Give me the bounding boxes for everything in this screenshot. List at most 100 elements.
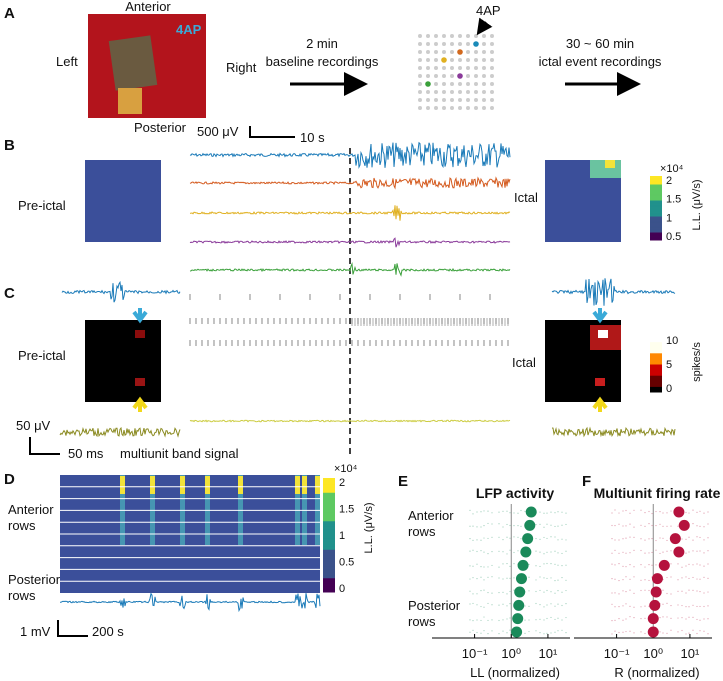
cbar-cell <box>650 217 662 220</box>
cbar-cell <box>650 182 662 185</box>
cbar-cell <box>650 389 662 392</box>
electrode <box>450 50 454 54</box>
x-tick-label: 10¹ <box>681 646 700 661</box>
sample <box>476 550 478 553</box>
sample <box>685 538 687 540</box>
sample <box>565 512 567 514</box>
sample <box>480 619 482 622</box>
row-label: rows <box>8 518 36 533</box>
sample <box>692 539 694 541</box>
trace <box>551 426 676 438</box>
sample <box>509 565 511 567</box>
cbar-cell <box>650 366 662 369</box>
electrode <box>418 82 422 86</box>
cbar-cell <box>650 350 662 352</box>
sample <box>480 605 482 608</box>
sample <box>622 590 624 592</box>
sample <box>629 536 631 538</box>
sample <box>543 619 545 621</box>
sample <box>692 589 694 591</box>
cbar-cell <box>650 198 662 201</box>
sample <box>633 576 635 578</box>
sample <box>480 576 482 578</box>
event <box>205 476 210 494</box>
cbar-tick: 0 <box>666 383 672 395</box>
cbar-cell <box>650 236 662 239</box>
sample <box>539 589 541 592</box>
sample <box>670 525 672 527</box>
sample <box>528 619 530 621</box>
sample <box>498 536 500 538</box>
cbar-cell <box>650 375 662 378</box>
electrode <box>466 66 470 70</box>
sample <box>565 616 567 619</box>
sample <box>550 591 552 593</box>
cbar-cell <box>323 517 335 522</box>
sample <box>539 565 541 568</box>
sample <box>554 618 556 621</box>
sample <box>546 537 548 540</box>
sample <box>498 591 500 594</box>
electrode <box>442 90 446 94</box>
cbar-cell <box>650 177 662 180</box>
cbar-cell <box>323 478 335 482</box>
sample <box>707 605 709 607</box>
sample <box>611 512 613 514</box>
sample <box>491 604 493 606</box>
sample <box>699 525 701 528</box>
pre-ictal: Pre-ictal <box>18 198 66 213</box>
electrode <box>450 90 454 94</box>
sample <box>703 512 705 514</box>
sample <box>707 633 709 635</box>
sample <box>565 632 567 634</box>
event <box>150 476 155 494</box>
electrode <box>458 42 462 46</box>
x-label: LL (normalized) <box>470 665 560 680</box>
sample <box>640 509 642 511</box>
scale-t: 200 s <box>92 624 124 639</box>
electrode <box>474 90 478 94</box>
sample <box>633 509 635 511</box>
sample <box>651 524 653 527</box>
sample <box>487 537 489 540</box>
sample <box>535 619 537 621</box>
cbar-cell <box>650 380 662 383</box>
sample <box>622 538 624 540</box>
sample <box>535 537 537 540</box>
sample <box>666 602 668 604</box>
electrode <box>490 106 494 110</box>
sample <box>666 616 668 618</box>
drug: 4AP <box>176 22 202 37</box>
cbar-cell <box>650 343 662 345</box>
electrode <box>457 73 463 79</box>
sample <box>699 630 701 632</box>
signal-label: multiunit band signal <box>120 446 239 461</box>
sample <box>703 539 705 541</box>
sample <box>659 552 661 555</box>
sample <box>614 619 616 621</box>
cbar-cell <box>650 344 662 347</box>
dot <box>647 626 659 638</box>
sample <box>625 552 627 554</box>
sample <box>699 578 701 580</box>
sample <box>696 550 698 552</box>
sample <box>629 512 631 514</box>
cbar-cell <box>650 362 662 365</box>
pre-ictal: Pre-ictal <box>18 348 66 363</box>
sample <box>469 550 471 552</box>
cbar-tick: 1.5 <box>666 194 681 206</box>
sample <box>618 512 620 514</box>
sample <box>688 563 690 565</box>
cbar-cell <box>650 386 662 389</box>
electrode <box>466 90 470 94</box>
sample <box>648 579 650 582</box>
ictal: Ictal <box>512 355 536 370</box>
sample <box>625 591 627 593</box>
sample <box>491 564 493 567</box>
cbar-label: L.L. (μV/s) <box>363 503 375 554</box>
trace <box>189 141 511 170</box>
cbar-cell <box>650 203 662 206</box>
sample <box>677 631 679 633</box>
sample <box>629 589 631 591</box>
electrode <box>418 90 422 94</box>
